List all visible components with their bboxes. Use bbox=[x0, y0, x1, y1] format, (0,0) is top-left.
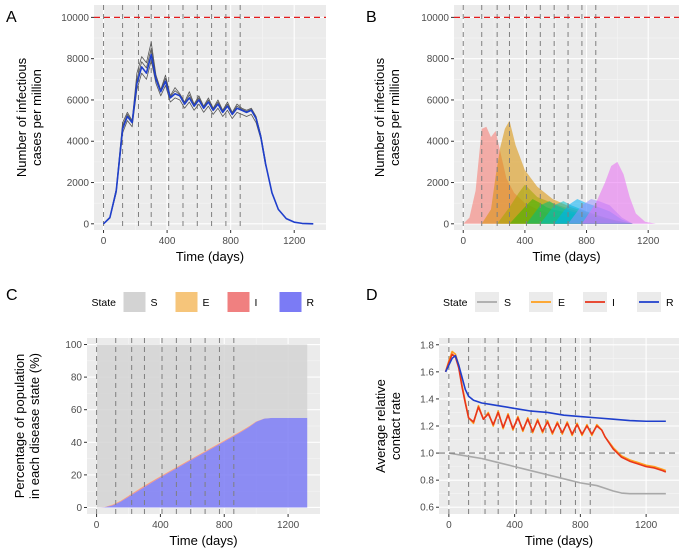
area-r bbox=[96, 417, 308, 508]
x-tick-label-d: 0 bbox=[446, 520, 452, 531]
x-tick-label-a: 400 bbox=[159, 236, 176, 247]
panel-letter-a: A bbox=[6, 9, 17, 26]
panel-d: 0 400 800 1200 0.6 0.8 1.0 1.2 1.4 1.6 1.8 Time (da… bbox=[366, 287, 679, 548]
panel-c: 0 400 800 1200 0 20 40 60 80 100 Time (days) Percen… bbox=[6, 287, 320, 548]
legend-label-s: S bbox=[504, 297, 511, 309]
y-tick-label-c: 20 bbox=[71, 470, 83, 481]
y-axis-title-c: Percentage of populationin each disease … bbox=[12, 353, 42, 499]
y-axis-title-line: Percentage of population bbox=[12, 354, 27, 499]
legend-d: State S E I R bbox=[443, 292, 674, 312]
x-tick-label-c: 400 bbox=[152, 520, 169, 531]
area-wave-9 bbox=[463, 161, 656, 224]
x-tick-label-b: 800 bbox=[578, 236, 595, 247]
series-line-r bbox=[444, 354, 666, 423]
x-tick-label-d: 800 bbox=[572, 520, 589, 531]
area-s bbox=[96, 344, 308, 508]
y-tick-label-b: 10000 bbox=[421, 13, 449, 24]
y-tick-label-a: 10000 bbox=[61, 13, 89, 24]
y-tick-label-a: 6000 bbox=[67, 95, 90, 106]
panel-letter-c: C bbox=[6, 287, 18, 304]
legend-label-i: I bbox=[255, 297, 258, 309]
x-tick-label-a: 800 bbox=[222, 236, 239, 247]
y-tick-label-a: 2000 bbox=[67, 178, 90, 189]
y-tick-label-a: 4000 bbox=[67, 137, 90, 148]
area-wave-2 bbox=[463, 120, 633, 224]
y-tick-label-b: 4000 bbox=[427, 137, 450, 148]
y-tick-label-b: 0 bbox=[443, 219, 449, 230]
legend-key-r bbox=[279, 292, 302, 312]
y-tick-label-a: 8000 bbox=[67, 54, 90, 65]
plot-body-d bbox=[444, 338, 667, 514]
y-tick-label-c: 40 bbox=[71, 438, 83, 449]
x-axis-title-c: Time (days) bbox=[169, 533, 237, 548]
x-tick-label-b: 0 bbox=[460, 236, 466, 247]
panel-letter-b: B bbox=[366, 9, 377, 26]
legend-key-s bbox=[123, 292, 146, 312]
x-tick-label-c: 1200 bbox=[277, 520, 300, 531]
y-axis-title-b: Number of infectiouscases per million bbox=[372, 57, 402, 177]
y-axis-title-line: contact rate bbox=[388, 392, 403, 460]
legend-label-r: R bbox=[666, 297, 674, 309]
legend-label-e: E bbox=[203, 297, 210, 309]
legend-label-r: R bbox=[307, 297, 315, 309]
legend-title-d: State bbox=[443, 297, 468, 309]
y-axis-title-line: in each disease state (%) bbox=[27, 353, 42, 499]
legend-title-c: State bbox=[92, 297, 117, 309]
x-tick-label-d: 400 bbox=[506, 520, 523, 531]
y-tick-label-b: 8000 bbox=[427, 54, 450, 65]
x-tick-label-b: 1200 bbox=[637, 236, 660, 247]
legend-label-e: E bbox=[558, 297, 565, 309]
y-tick-label-d: 1.0 bbox=[420, 449, 434, 460]
y-tick-label-c: 0 bbox=[76, 503, 82, 514]
y-axis-title-line: Average relative bbox=[373, 379, 388, 473]
y-tick-label-d: 1.6 bbox=[420, 367, 434, 378]
y-axis-title-line: cases per million bbox=[29, 69, 44, 166]
series-line-mean bbox=[102, 53, 314, 225]
y-axis-title-a: Number of infectiouscases per million bbox=[14, 57, 44, 177]
x-axis-title-a: Time (days) bbox=[176, 249, 244, 264]
x-tick-label-b: 400 bbox=[517, 236, 534, 247]
y-axis-title-line: Number of infectious bbox=[14, 57, 29, 177]
plot-body-b bbox=[462, 5, 656, 230]
y-tick-label-c: 60 bbox=[71, 405, 83, 416]
x-tick-label-d: 1200 bbox=[635, 520, 658, 531]
legend-label-i: I bbox=[612, 297, 615, 309]
y-tick-label-c: 100 bbox=[65, 340, 82, 351]
x-tick-label-a: 1200 bbox=[283, 236, 306, 247]
y-tick-label-b: 6000 bbox=[427, 95, 450, 106]
y-axis-title-line: cases per million bbox=[387, 69, 402, 166]
plot-body-a bbox=[102, 5, 314, 230]
y-tick-label-b: 2000 bbox=[427, 178, 450, 189]
y-tick-label-c: 80 bbox=[71, 373, 83, 384]
y-tick-label-d: 0.8 bbox=[420, 476, 434, 487]
y-axis-title-line: Number of infectious bbox=[372, 57, 387, 177]
x-tick-label-c: 0 bbox=[94, 520, 100, 531]
y-tick-label-a: 0 bbox=[83, 219, 89, 230]
legend-label-s: S bbox=[151, 297, 158, 309]
panel-letter-d: D bbox=[366, 287, 378, 304]
y-tick-label-d: 1.4 bbox=[420, 394, 434, 405]
x-tick-label-a: 0 bbox=[101, 236, 107, 247]
y-tick-label-d: 0.6 bbox=[420, 503, 434, 514]
y-tick-label-d: 1.8 bbox=[420, 340, 434, 351]
y-tick-label-d: 1.2 bbox=[420, 422, 434, 433]
series-line-i bbox=[444, 353, 667, 473]
legend-key-i bbox=[227, 292, 250, 312]
panel-a: 0 400 800 1200 0 2000 4000 6000 8000 10000 Time (d… bbox=[6, 5, 326, 264]
y-axis-title-d: Average relativecontact rate bbox=[373, 379, 403, 473]
x-tick-label-c: 800 bbox=[216, 520, 233, 531]
plot-body-c bbox=[96, 338, 308, 514]
legend-c: State S E I R bbox=[92, 292, 315, 312]
panel-b: 0 400 800 1200 0 2000 4000 6000 8000 10000 Time (d… bbox=[366, 5, 679, 264]
x-axis-title-d: Time (days) bbox=[525, 533, 593, 548]
x-axis-title-b: Time (days) bbox=[532, 249, 600, 264]
series-line-s bbox=[448, 452, 666, 495]
legend-key-e bbox=[175, 292, 198, 312]
